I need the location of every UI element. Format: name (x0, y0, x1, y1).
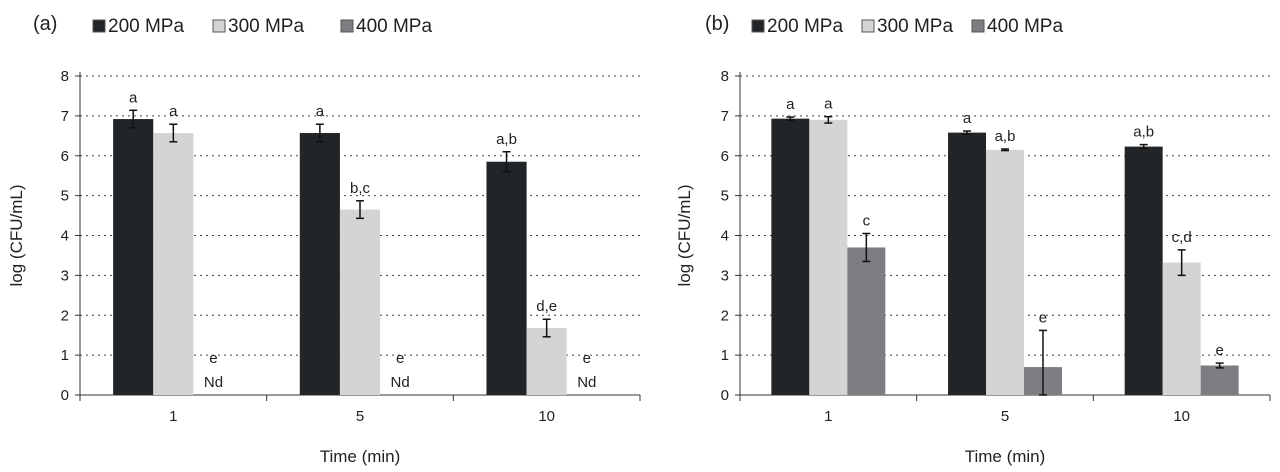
significance-letter: a (169, 103, 178, 120)
x-tick-label: 1 (824, 408, 832, 425)
significance-letter: b,c (350, 180, 371, 197)
legend-swatch (212, 19, 226, 33)
panel-label: (a) (33, 13, 57, 35)
bar (948, 132, 987, 395)
significance-letter: e (1215, 342, 1223, 359)
legend-swatch (971, 19, 985, 33)
bar (486, 161, 527, 395)
significance-letter: a,b (496, 131, 517, 148)
legend-label: 300 MPa (228, 16, 304, 37)
bar (771, 118, 810, 395)
y-tick-label: 6 (61, 148, 69, 165)
nd-label: Nd (204, 374, 223, 391)
significance-letter: e (1039, 309, 1047, 326)
y-tick-label: 3 (61, 267, 69, 284)
x-tick-label: 10 (538, 408, 555, 425)
significance-letter: a (786, 96, 795, 113)
bar (299, 133, 340, 396)
chart-panel-1: (b) 200 MPa 300 MPa 400 MPa 0 1 2 3 4 5 6 7 8 1 a a c 5 a a… (675, 13, 1271, 466)
bar (153, 133, 194, 396)
significance-letter: d,e (536, 298, 557, 315)
bar (526, 328, 567, 395)
y-tick-label: 4 (721, 228, 729, 245)
y-tick-label: 3 (721, 267, 729, 284)
panel-label: (b) (705, 13, 729, 35)
legend-swatch (861, 19, 875, 33)
x-tick-label: 10 (1173, 408, 1190, 425)
legend-label: 200 MPa (767, 16, 843, 37)
y-tick-label: 0 (61, 387, 69, 404)
x-tick-label: 5 (356, 408, 364, 425)
y-tick-label: 1 (61, 347, 69, 364)
legend-swatch (340, 19, 354, 33)
nd-label: Nd (577, 374, 596, 391)
bar (1162, 262, 1201, 395)
y-tick-label: 1 (721, 347, 729, 364)
legend-swatch (751, 19, 765, 33)
significance-letter: a,b (995, 128, 1016, 145)
legend-label: 300 MPa (877, 16, 953, 37)
bar (1200, 365, 1239, 395)
y-tick-label: 7 (61, 108, 69, 125)
bar (113, 119, 154, 395)
significance-letter: a,b (1133, 124, 1154, 141)
legend-label: 400 MPa (987, 16, 1063, 37)
y-tick-label: 2 (61, 307, 69, 324)
significance-letter: e (396, 350, 404, 367)
y-tick-label: 0 (721, 387, 729, 404)
legend-swatch (92, 19, 106, 33)
y-tick-label: 5 (61, 188, 69, 205)
significance-letter: a (824, 96, 833, 113)
significance-letter: c,d (1172, 229, 1192, 246)
x-axis-title: Time (min) (320, 447, 401, 466)
significance-letter: c (863, 213, 871, 230)
significance-letter: a (129, 89, 138, 106)
y-axis-title: log (CFU/mL) (7, 184, 26, 286)
bar (339, 209, 381, 395)
y-tick-label: 5 (721, 188, 729, 205)
y-tick-label: 7 (721, 108, 729, 125)
x-axis-title: Time (min) (965, 447, 1046, 466)
y-tick-label: 4 (61, 228, 69, 245)
y-tick-label: 8 (61, 68, 69, 85)
legend-label: 400 MPa (356, 16, 432, 37)
bar (847, 247, 886, 395)
bar (986, 149, 1024, 395)
bar (809, 119, 848, 396)
y-tick-label: 8 (721, 68, 729, 85)
nd-label: Nd (391, 374, 410, 391)
y-axis-title: log (CFU/mL) (675, 184, 694, 286)
x-tick-label: 5 (1001, 408, 1009, 425)
significance-letter: e (209, 350, 217, 367)
bar (1124, 146, 1163, 395)
significance-letter: a (316, 103, 325, 120)
chart-panel-0: (a) 200 MPa 300 MPa 400 MPa 0 1 2 3 4 5 6 7 8 1 a a e Nd 5… (7, 13, 641, 466)
y-tick-label: 6 (721, 148, 729, 165)
significance-letter: a (963, 110, 972, 127)
y-tick-label: 2 (721, 307, 729, 324)
significance-letter: e (583, 350, 591, 367)
x-tick-label: 1 (169, 408, 177, 425)
legend-label: 200 MPa (108, 16, 184, 37)
